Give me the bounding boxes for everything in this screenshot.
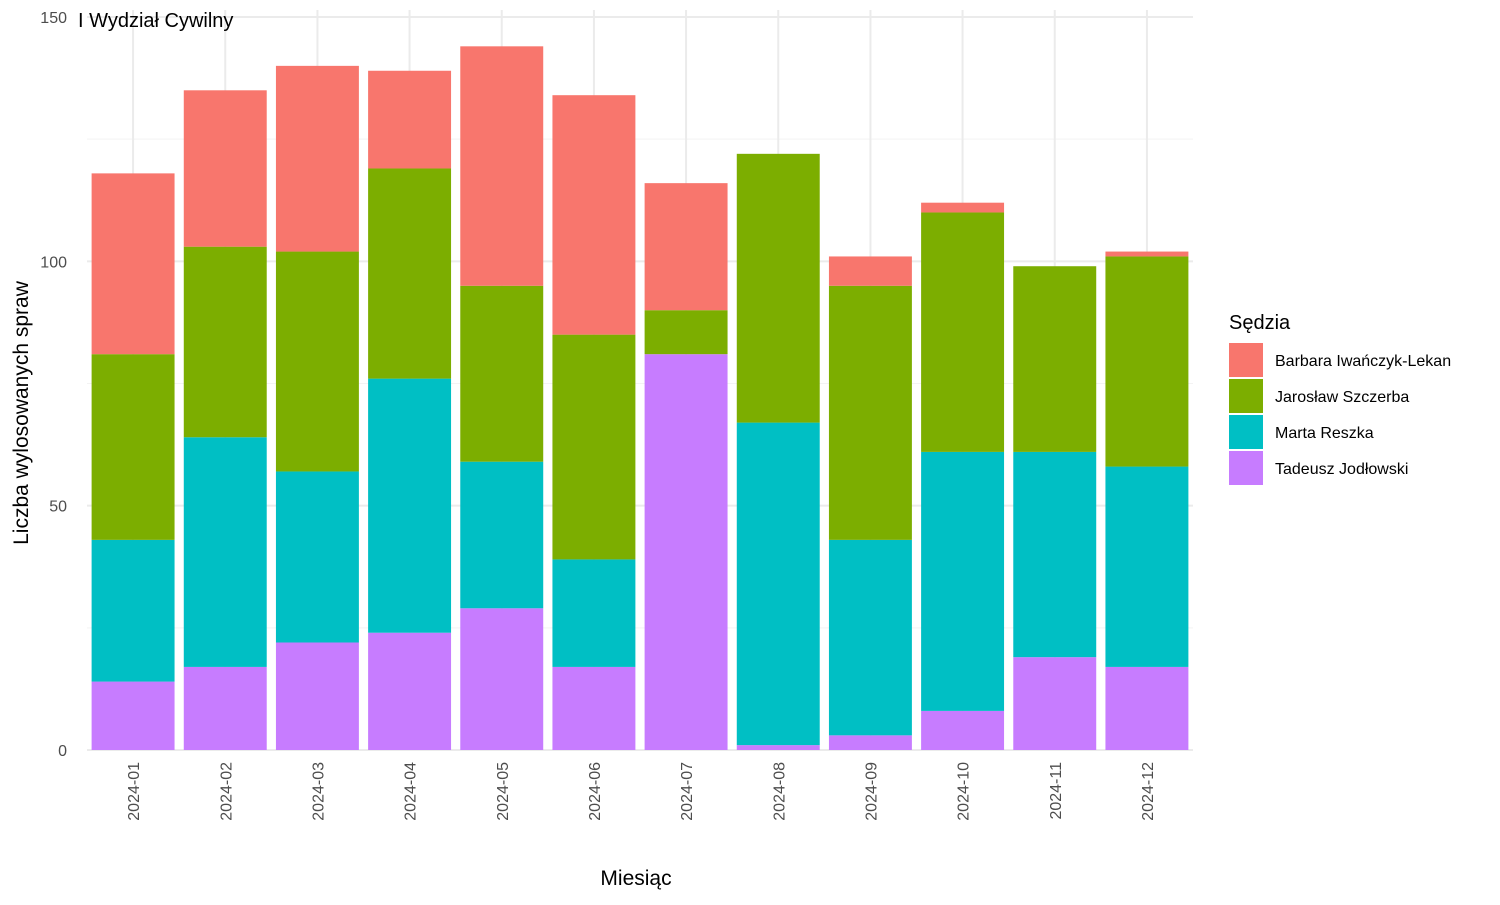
bar-segment — [460, 461, 544, 609]
legend-key — [1229, 343, 1263, 377]
x-tick-label: 2024-10 — [956, 762, 973, 821]
bar-segment — [275, 471, 359, 643]
legend-label: Barbara Iwańczyk-Lekan — [1275, 353, 1451, 370]
bar-segment — [368, 168, 452, 379]
x-tick-label: 2024-12 — [1140, 762, 1157, 821]
bar-segment — [460, 608, 544, 750]
bar-segment — [828, 735, 912, 750]
bar-segment — [183, 90, 267, 247]
bar-segment — [1105, 256, 1189, 467]
bar-segment — [91, 354, 175, 540]
chart-title: I Wydział Cywilny — [78, 10, 233, 32]
legend: Sędzia Barbara Iwańczyk-Lekan Jarosław Sz… — [1229, 312, 1451, 485]
x-tick-label: 2024-04 — [403, 762, 420, 821]
y-tick-label: 50 — [49, 499, 67, 516]
x-tick-label: 2024-05 — [495, 762, 512, 821]
bar-segment — [921, 451, 1005, 711]
x-tick-label: 2024-02 — [218, 762, 235, 821]
axes: 0 50 100 150 2024-01 2024-02 2024-03 2024-04 202… — [40, 10, 1157, 821]
bar-segment — [460, 285, 544, 462]
bar-segment — [921, 710, 1005, 750]
bar-segment — [1013, 657, 1097, 750]
bar-segment — [460, 46, 544, 286]
bar-segment — [91, 173, 175, 355]
x-tick-label: 2024-03 — [310, 762, 327, 821]
bar-segment — [91, 681, 175, 750]
bar-segment — [921, 202, 1005, 213]
bar-segment — [736, 153, 820, 423]
bars — [91, 46, 1189, 750]
bar-segment — [644, 310, 728, 355]
bar-segment — [828, 256, 912, 286]
bar-segment — [1105, 251, 1189, 257]
x-tick-label: 2024-01 — [126, 762, 143, 821]
bar-segment — [1013, 266, 1097, 452]
bar-segment — [552, 334, 636, 560]
legend-label: Tadeusz Jodłowski — [1275, 461, 1408, 478]
bar-segment — [1105, 666, 1189, 750]
legend-key — [1229, 379, 1263, 413]
bar-segment — [1013, 451, 1097, 658]
bar-segment — [736, 745, 820, 750]
legend-title: Sędzia — [1229, 312, 1291, 334]
y-tick-label: 150 — [40, 10, 67, 27]
bar-segment — [183, 437, 267, 667]
bar-segment — [91, 539, 175, 682]
bar-segment — [921, 212, 1005, 452]
x-tick-label: 2024-09 — [863, 762, 880, 821]
bar-segment — [368, 378, 452, 633]
y-tick-label: 0 — [58, 743, 67, 760]
legend-label: Marta Reszka — [1275, 425, 1374, 442]
bar-segment — [644, 183, 728, 311]
bar-segment — [183, 666, 267, 750]
bar-segment — [644, 354, 728, 750]
y-axis-title: Liczba wylosowanych spraw — [10, 280, 33, 545]
bar-segment — [183, 246, 267, 438]
x-tick-label: 2024-07 — [679, 762, 696, 821]
x-tick-label: 2024-06 — [587, 762, 604, 821]
bar-segment — [1105, 466, 1189, 667]
bar-segment — [368, 632, 452, 750]
x-axis-title: Miesiąc — [600, 867, 671, 890]
bar-segment — [552, 559, 636, 667]
bar-segment — [828, 539, 912, 736]
x-tick-label: 2024-11 — [1048, 762, 1065, 820]
bar-segment — [736, 422, 820, 746]
x-tick-label: 2024-08 — [771, 762, 788, 821]
legend-key — [1229, 451, 1263, 485]
bar-segment — [275, 65, 359, 252]
bar-segment — [552, 666, 636, 750]
legend-label: Jarosław Szczerba — [1275, 389, 1409, 406]
bar-segment — [828, 285, 912, 540]
bar-segment — [368, 70, 452, 169]
bar-segment — [275, 642, 359, 750]
bar-segment — [275, 251, 359, 472]
bar-segment — [552, 95, 636, 335]
y-tick-label: 100 — [40, 254, 67, 271]
legend-key — [1229, 415, 1263, 449]
